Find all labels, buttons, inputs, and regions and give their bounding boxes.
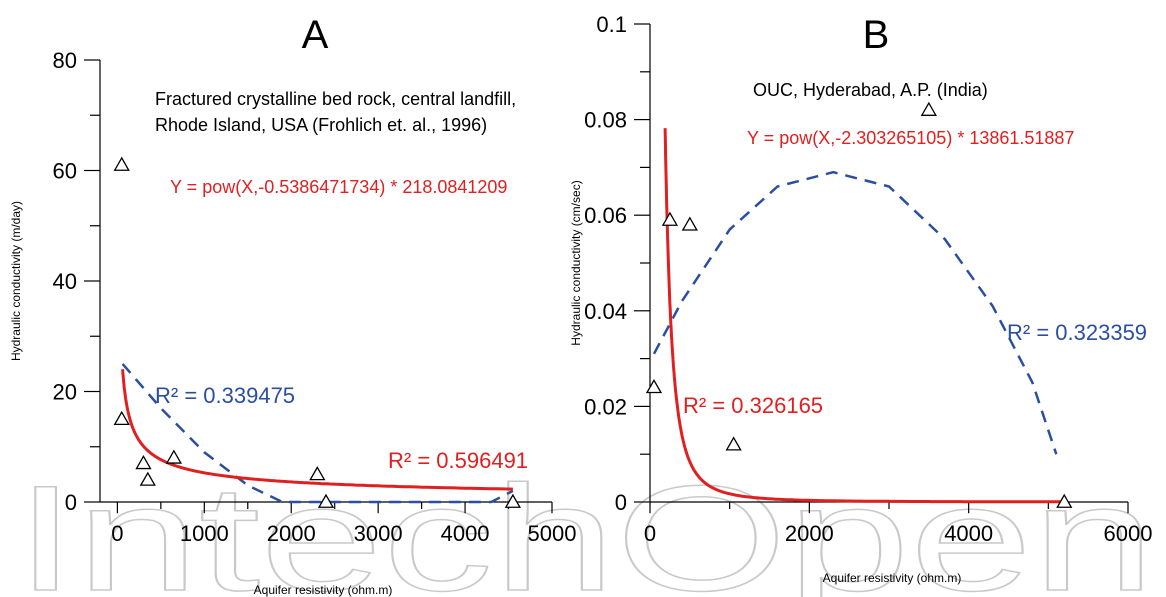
polynomial-r2-label: R² = 0.339475 bbox=[155, 383, 295, 408]
data-point bbox=[661, 211, 679, 226]
y-tick-label: 80 bbox=[53, 48, 77, 73]
y-tick-label: 20 bbox=[53, 380, 77, 405]
x-axis-label: Aquifer resistivity (ohm.m) bbox=[254, 583, 393, 597]
data-point bbox=[139, 471, 156, 486]
y-tick-label: 0.1 bbox=[596, 12, 627, 37]
panel-b: 0 2000 4000 6000 0 0.02 0.04 0.06 0.08 0.1 B Aquife… bbox=[569, 12, 1152, 585]
data-point bbox=[920, 101, 937, 116]
x-axis-label: Aquifer resistivity (ohm.m) bbox=[823, 571, 962, 585]
y-axis-label: Hydraulic conductivity (cm/sec) bbox=[569, 180, 583, 345]
equation-label: Y = pow(X,-0.5386471734) * 218.0841209 bbox=[170, 177, 507, 197]
data-point bbox=[681, 216, 698, 231]
y-tick-label: 60 bbox=[53, 159, 77, 184]
x-tick-label: 0 bbox=[111, 521, 123, 546]
x-tick-label: 2000 bbox=[785, 521, 834, 546]
polynomial-r2-label: R² = 0.323359 bbox=[1007, 320, 1147, 345]
x-tick-label: 2000 bbox=[267, 521, 316, 546]
y-axis-label: Hydraulic conductivity (m/day) bbox=[9, 201, 23, 361]
y-tick-label: 0.06 bbox=[584, 203, 627, 228]
data-point bbox=[1056, 493, 1073, 508]
y-tick-label: 0 bbox=[615, 490, 627, 515]
y-tick-label: 0.04 bbox=[584, 299, 627, 324]
power-fit-line bbox=[121, 369, 513, 491]
panel-a: 0 1000 2000 3000 4000 5000 0 20 40 60 80 A Aquifer r… bbox=[9, 13, 576, 597]
data-point bbox=[725, 436, 742, 451]
y-tick-label: 0.08 bbox=[584, 108, 627, 133]
equation-label: Y = pow(X,-2.303265105) * 13861.51887 bbox=[747, 128, 1074, 148]
data-point bbox=[113, 156, 130, 171]
data-point bbox=[645, 378, 663, 394]
y-tick-label: 0.02 bbox=[584, 394, 627, 419]
data-point bbox=[504, 493, 522, 508]
x-tick-label: 0 bbox=[644, 521, 656, 546]
panel-label: B bbox=[863, 13, 890, 57]
data-point bbox=[113, 410, 130, 426]
site-annotation: Fractured crystalline bed rock, central … bbox=[155, 89, 516, 135]
x-tick-label: 5000 bbox=[528, 521, 577, 546]
data-point bbox=[317, 493, 335, 508]
x-tick-label: 6000 bbox=[1104, 521, 1153, 546]
data-point bbox=[165, 449, 183, 464]
power-r2-label: R² = 0.326165 bbox=[683, 393, 823, 418]
y-tick-label: 0 bbox=[65, 490, 77, 515]
y-tick-label: 40 bbox=[53, 269, 77, 294]
x-tick-label: 1000 bbox=[180, 521, 229, 546]
watermark: IntechOpen bbox=[15, 454, 1155, 597]
power-fit-line bbox=[663, 128, 1065, 504]
data-point bbox=[309, 466, 326, 481]
panel-label: A bbox=[302, 13, 329, 57]
x-tick-label: 4000 bbox=[944, 521, 993, 546]
x-tick-label: 4000 bbox=[441, 521, 490, 546]
polynomial-fit-line bbox=[652, 170, 1058, 455]
site-annotation: OUC, Hyderabad, A.P. (India) bbox=[753, 80, 988, 100]
x-tick-label: 3000 bbox=[354, 521, 403, 546]
power-r2-label: R² = 0.596491 bbox=[388, 448, 528, 473]
data-point bbox=[135, 455, 152, 470]
